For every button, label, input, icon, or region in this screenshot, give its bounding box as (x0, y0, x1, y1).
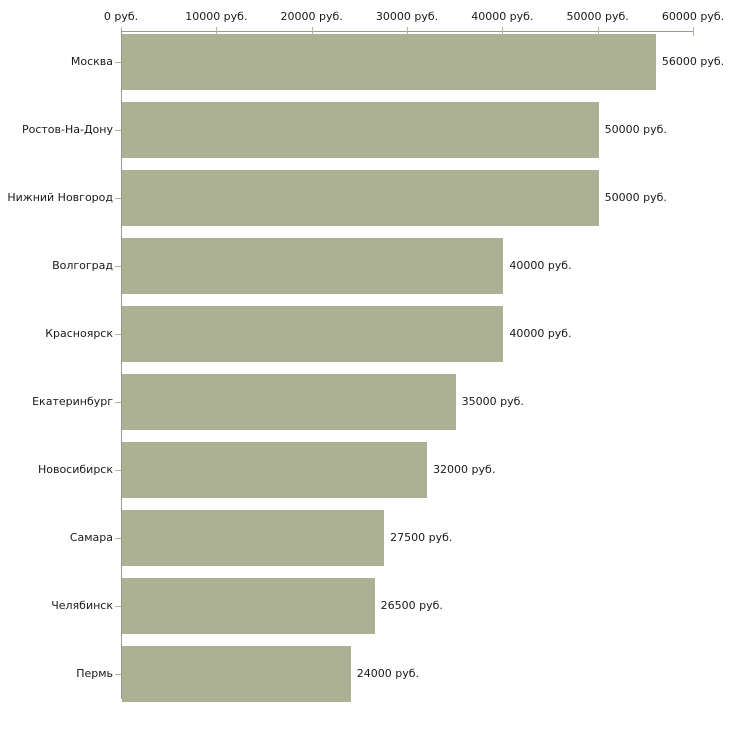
bar-value-label: 27500 руб. (390, 531, 453, 544)
bar-row[interactable]: 24000 руб. (0, 646, 730, 702)
bar-row[interactable]: 40000 руб. (0, 306, 730, 362)
bar-row[interactable]: 35000 руб. (0, 374, 730, 430)
category-label: Новосибирск (37, 463, 113, 476)
x-axis-tick (311, 27, 313, 36)
category-label: Екатеринбург (32, 395, 113, 408)
y-axis-tick (115, 538, 121, 539)
category-label: Пермь (76, 667, 113, 680)
x-axis-tick-label: 50000 руб. (566, 10, 629, 23)
x-axis-tick (407, 27, 408, 36)
category-label: Ростов-На-Дону (21, 123, 113, 136)
bar[interactable] (122, 306, 504, 362)
y-axis-tick (115, 198, 121, 199)
category-label: Челябинск (51, 599, 113, 612)
bar[interactable] (122, 102, 599, 158)
x-axis-tick-label: 20000 руб. (280, 10, 343, 23)
bar-value-label: 50000 руб. (604, 191, 667, 204)
category-label: Красноярск (45, 327, 113, 340)
x-axis-tick-label: 10000 руб. (185, 10, 248, 23)
bar[interactable] (122, 374, 456, 430)
category-label: Самара (69, 531, 113, 544)
bar-row[interactable]: 50000 руб. (0, 102, 730, 158)
bar-row[interactable]: 32000 руб. (0, 442, 730, 498)
bar[interactable] (122, 34, 656, 90)
category-label: Нижний Новгород (7, 191, 113, 204)
bar-row[interactable]: 40000 руб. (0, 238, 730, 294)
category-label: Волгоград (52, 259, 113, 272)
bar-value-label: 56000 руб. (661, 55, 725, 68)
bar-value-label: 26500 руб. (380, 599, 443, 612)
x-axis-tick (502, 27, 504, 36)
bar-value-label: 32000 руб. (433, 463, 496, 476)
y-axis-tick (115, 674, 121, 675)
y-axis-tick (115, 606, 121, 607)
bar-value-label: 24000 руб. (356, 667, 420, 680)
bar-value-label: 35000 руб. (461, 395, 524, 408)
bar[interactable] (122, 238, 504, 294)
y-axis-tick (115, 266, 121, 267)
y-axis-tick (115, 130, 121, 131)
y-axis-tick (115, 62, 121, 63)
y-axis-tick (115, 470, 121, 471)
y-axis-line (121, 31, 122, 699)
bar[interactable] (122, 442, 428, 498)
x-axis-tick (597, 27, 599, 36)
bar-value-label: 40000 руб. (509, 259, 572, 272)
x-axis-tick-label: 60000 руб. (661, 10, 725, 23)
y-axis-tick (115, 402, 121, 403)
bar-row[interactable]: 50000 руб. (0, 170, 730, 226)
bar-row[interactable]: 56000 руб. (0, 34, 730, 90)
bar-row[interactable]: 27500 руб. (0, 510, 730, 566)
x-axis-tick-label: 0 руб. (103, 10, 139, 23)
y-axis-tick (115, 334, 121, 335)
x-axis-tick-label: 30000 руб. (375, 10, 439, 23)
bar-value-label: 50000 руб. (604, 123, 667, 136)
x-axis-tick (216, 27, 218, 36)
bar-value-label: 40000 руб. (509, 327, 572, 340)
bar-row[interactable]: 26500 руб. (0, 578, 730, 634)
bar[interactable] (122, 578, 375, 634)
category-label: Москва (70, 55, 113, 68)
bar[interactable] (122, 170, 599, 226)
x-axis-tick (693, 27, 694, 36)
bar[interactable] (122, 646, 351, 702)
x-axis-tick-label: 40000 руб. (471, 10, 534, 23)
bar[interactable] (122, 510, 385, 566)
